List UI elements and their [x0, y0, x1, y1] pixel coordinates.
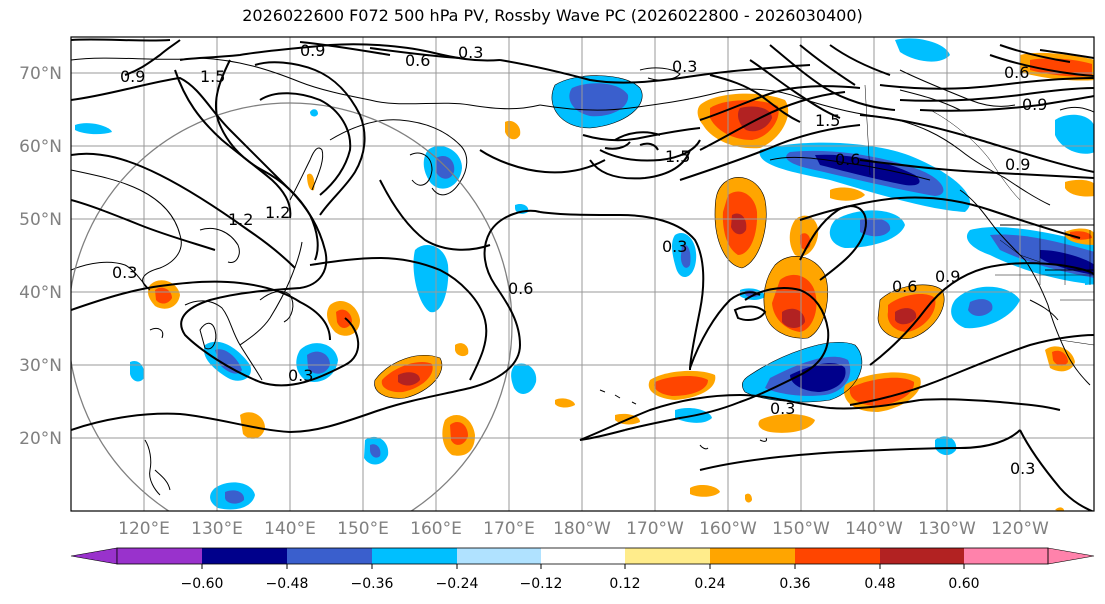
lon-label: 120°E	[118, 519, 170, 539]
contour-label: 0.6	[892, 277, 917, 296]
contour-label: 0.3	[1010, 459, 1035, 478]
negative-anomaly-shading	[75, 38, 1094, 510]
colorbar-segment	[710, 548, 795, 564]
colorbar-tick-label: 0.36	[779, 576, 810, 592]
contour-label: 0.9	[120, 67, 145, 86]
contour-label: 0.3	[288, 366, 313, 385]
colorbar-tick-label: 0.48	[864, 576, 895, 592]
borders	[864, 84, 1094, 346]
colorbar-tick-label: −0.36	[351, 576, 394, 592]
colorbar: −0.60 −0.48 −0.36 −0.24 −0.12 0.12 0.24 …	[70, 547, 1095, 592]
lon-label: 170°E	[483, 519, 535, 539]
lon-label: 150°E	[337, 519, 389, 539]
colorbar-segment	[457, 548, 541, 564]
colorbar-segment	[202, 548, 287, 564]
range-circle	[71, 102, 513, 511]
contour-label: 1.5	[815, 111, 840, 130]
lat-label: 60°N	[19, 137, 62, 157]
map-title: 2026022600 F072 500 hPa PV, Rossby Wave …	[242, 6, 863, 25]
lat-label: 20°N	[19, 429, 62, 449]
contour-label: 0.3	[112, 263, 137, 282]
map-content: 0.9 0.3 0.6 0.3 1.5 0.9 1.2 0.6 0.9 1.5 …	[71, 37, 1094, 511]
contour-label: 1.2	[265, 203, 290, 222]
lon-label: 130°E	[191, 519, 243, 539]
contour-label: 0.3	[458, 43, 483, 62]
coastlines	[71, 57, 1094, 496]
contour-label: 0.3	[770, 399, 795, 418]
contour-label: 0.9	[300, 41, 325, 60]
lon-label: 150°W	[772, 519, 830, 539]
contour-label: 0.6	[508, 279, 533, 298]
colorbar-ticks	[201, 564, 965, 569]
lat-label: 30°N	[19, 356, 62, 376]
contour-label: 0.9	[935, 267, 960, 286]
contour-label: 0.3	[662, 237, 687, 256]
contour-label: 1.5	[665, 147, 690, 166]
contour-label: 0.9	[1005, 155, 1030, 174]
lon-label: 180°W	[553, 519, 611, 539]
colorbar-tick-label: 0.12	[609, 576, 640, 592]
pv-contours	[71, 38, 1094, 511]
colorbar-segment	[880, 548, 964, 564]
colorbar-extend-low	[70, 547, 118, 565]
colorbar-segment	[964, 548, 1048, 564]
lat-label: 40°N	[19, 283, 62, 303]
lon-label: 130°W	[918, 519, 976, 539]
lat-label: 70°N	[19, 64, 62, 84]
lon-label: 140°W	[845, 519, 903, 539]
map-frame	[70, 36, 1095, 512]
colorbar-tick-label: −0.60	[181, 576, 224, 592]
contour-labels: 0.9 0.3 0.6 0.3 1.5 0.9 1.2 0.6 0.9 1.5 …	[112, 41, 1047, 478]
lon-label: 140°E	[264, 519, 316, 539]
colorbar-tick-label: −0.48	[266, 576, 309, 592]
lon-label: 160°W	[699, 519, 757, 539]
contour-label: 1.2	[228, 210, 253, 229]
latitude-labels: 70°N 60°N 50°N 40°N 30°N 20°N	[19, 64, 62, 449]
colorbar-tick-label: 0.60	[948, 576, 979, 592]
shading-outlines	[374, 75, 945, 403]
colorbar-tick-label: −0.24	[436, 576, 479, 592]
colorbar-segment	[372, 548, 457, 564]
colorbar-segment	[625, 548, 710, 564]
colorbar-extend-high	[1047, 547, 1095, 565]
contour-label: 0.9	[1022, 95, 1047, 114]
longitude-labels: 120°E 130°E 140°E 150°E 160°E 170°E 180°…	[118, 519, 1049, 539]
lon-label: 160°E	[410, 519, 462, 539]
colorbar-tick-label: 0.24	[694, 576, 725, 592]
colorbar-segment	[795, 548, 880, 564]
lat-label: 50°N	[19, 210, 62, 230]
lon-label: 120°W	[991, 519, 1049, 539]
colorbar-frame	[116, 547, 1049, 565]
lon-label: 170°W	[626, 519, 684, 539]
contour-label: 0.6	[405, 51, 430, 70]
contour-label: 1.5	[200, 67, 225, 86]
colorbar-segment	[287, 548, 372, 564]
colorbar-segment	[117, 548, 202, 564]
colorbar-segment	[541, 548, 625, 564]
contour-label: 0.3	[672, 57, 697, 76]
contour-label: 0.6	[1004, 63, 1029, 82]
contour-label: 0.6	[835, 150, 860, 169]
colorbar-tick-label: −0.12	[520, 576, 563, 592]
